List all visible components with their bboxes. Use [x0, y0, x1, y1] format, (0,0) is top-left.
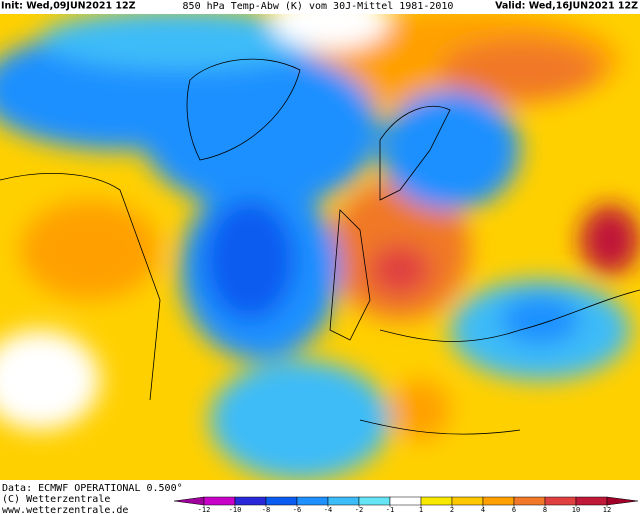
footer-line: Data: ECMWF OPERATIONAL 0.500° [2, 483, 183, 494]
legend-tick-label: 10 [572, 506, 580, 514]
legend-arrow [173, 496, 205, 506]
legend-tick-label: -12 [198, 506, 211, 514]
legend-swatch [265, 496, 298, 506]
legend-swatch [203, 496, 236, 506]
legend-swatch [513, 496, 546, 506]
legend-tick-label: 4 [481, 506, 485, 514]
color-legend: -12 -10 -8 -6 -4 -2 -1 1 2 4 6 8 10 12 [173, 496, 639, 514]
legend-tick-label: 8 [543, 506, 547, 514]
legend-tick-label: -6 [293, 506, 301, 514]
legend-swatch [389, 496, 422, 506]
legend-tick-label: -10 [229, 506, 242, 514]
legend-tick-label: -1 [386, 506, 394, 514]
init-label: Init: Wed,09JUN2021 12Z [1, 1, 136, 12]
legend-swatch [358, 496, 391, 506]
legend-swatch [327, 496, 360, 506]
legend-tick-label: 2 [450, 506, 454, 514]
legend-tick-label: -2 [355, 506, 363, 514]
footer-line: www.wetterzentrale.de [2, 505, 128, 514]
legend-swatch [575, 496, 608, 506]
legend-swatch [420, 496, 453, 506]
valid-label: Valid: Wed,16JUN2021 12Z [495, 1, 638, 12]
footer-line: (C) Wetterzentrale [2, 494, 110, 505]
legend-tick-label: -4 [324, 506, 332, 514]
legend-swatch [296, 496, 329, 506]
legend-tick-label: 12 [603, 506, 611, 514]
legend-swatch [234, 496, 267, 506]
legend-swatch [482, 496, 515, 506]
legend-tick-label: -8 [262, 506, 270, 514]
map-title: 850 hPa Temp-Abw (K) vom 30J-Mittel 1981… [183, 1, 454, 12]
legend-swatch [544, 496, 577, 506]
legend-arrow [606, 496, 639, 506]
legend-tick-label: 1 [419, 506, 423, 514]
map [0, 14, 640, 480]
legend-swatch [451, 496, 484, 506]
legend-tick-label: 6 [512, 506, 516, 514]
